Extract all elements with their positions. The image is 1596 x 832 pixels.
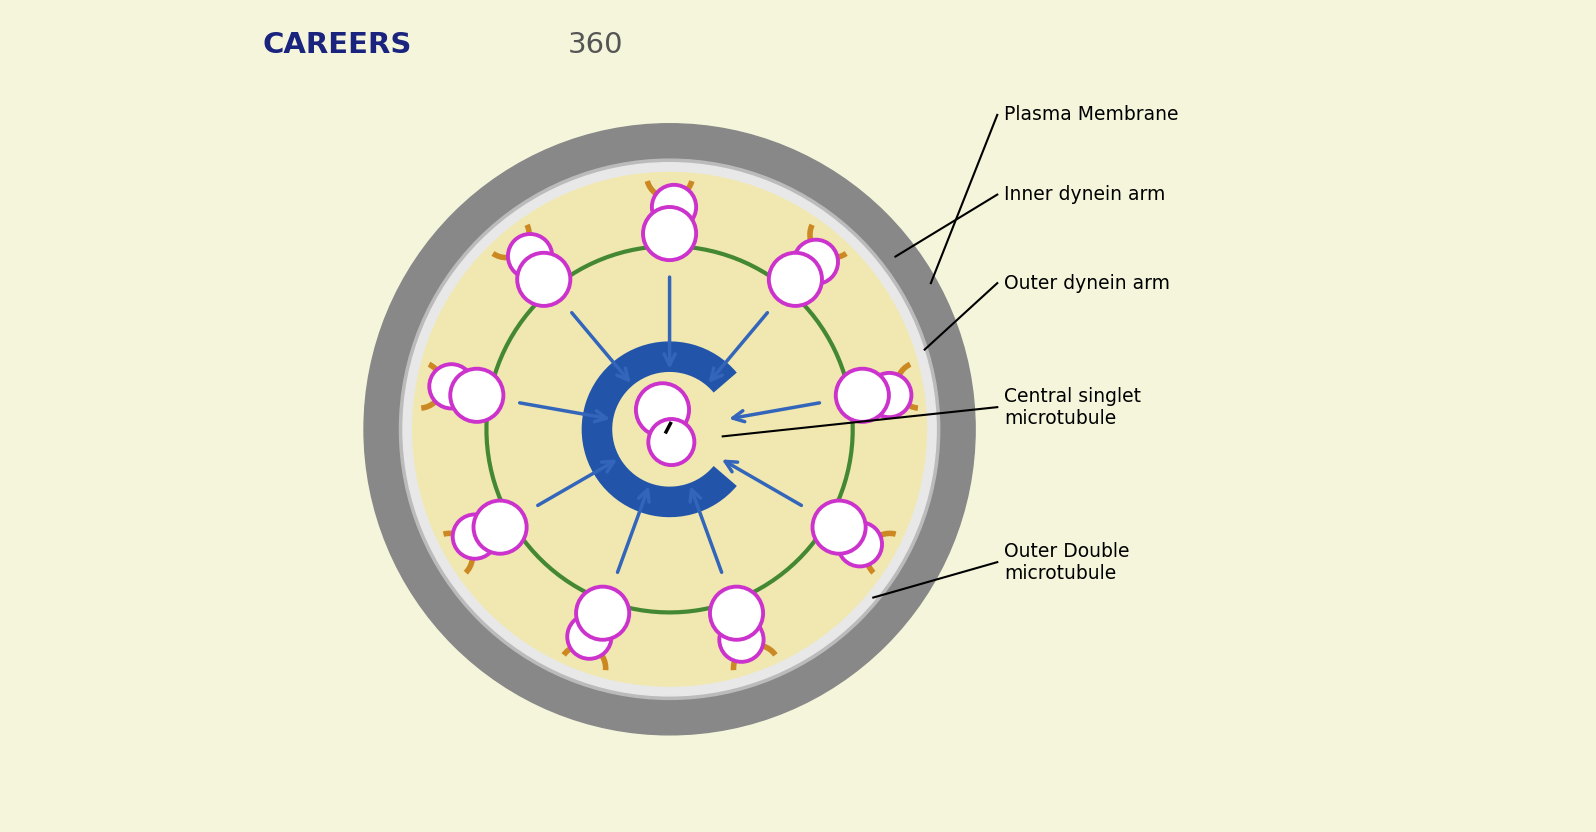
Circle shape	[793, 240, 838, 284]
Circle shape	[710, 587, 763, 640]
Circle shape	[567, 615, 611, 659]
Circle shape	[838, 522, 883, 567]
Circle shape	[576, 587, 629, 640]
Circle shape	[413, 172, 926, 686]
Text: CAREERS: CAREERS	[262, 31, 412, 59]
Circle shape	[404, 163, 937, 696]
Circle shape	[429, 364, 474, 409]
Text: Outer dynein arm: Outer dynein arm	[1004, 274, 1170, 293]
Text: Inner dynein arm: Inner dynein arm	[1004, 185, 1165, 204]
Circle shape	[648, 419, 694, 465]
Circle shape	[812, 501, 865, 554]
Circle shape	[836, 369, 889, 422]
Circle shape	[450, 369, 503, 422]
Circle shape	[474, 501, 527, 554]
Text: Plasma Membrane: Plasma Membrane	[1004, 106, 1179, 124]
Circle shape	[769, 253, 822, 306]
Circle shape	[364, 124, 975, 735]
Circle shape	[643, 207, 696, 260]
Circle shape	[651, 185, 696, 229]
Text: Outer Double
microtubule: Outer Double microtubule	[1004, 542, 1130, 582]
Circle shape	[720, 617, 763, 661]
Circle shape	[867, 373, 911, 417]
Circle shape	[453, 514, 496, 559]
Circle shape	[399, 159, 940, 700]
Circle shape	[508, 234, 552, 278]
Circle shape	[635, 384, 689, 436]
Text: 360: 360	[568, 31, 622, 59]
Text: Central singlet
microtubule: Central singlet microtubule	[1004, 387, 1141, 428]
Circle shape	[517, 253, 570, 306]
